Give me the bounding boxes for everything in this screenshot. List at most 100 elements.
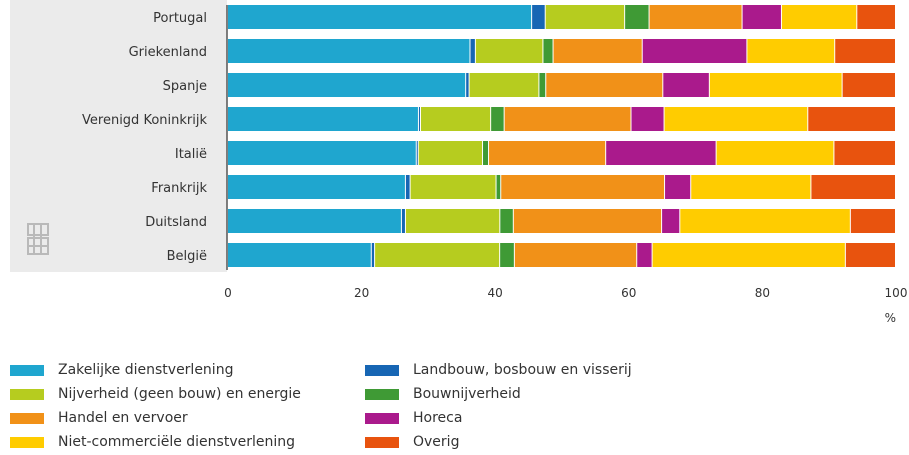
category-label-belgie: België bbox=[167, 249, 207, 264]
legend-label-nijverheid-geen-bouw-en-energie: Nijverheid (geen bouw) en energie bbox=[58, 386, 301, 402]
legend-swatch-nijverheid-geen-bouw-en-energie bbox=[10, 388, 44, 400]
legend-label-zakelijke-dienstverlening: Zakelijke dienstverlening bbox=[58, 362, 234, 378]
bar-segment-frankrijk-handel-en-vervoer bbox=[501, 175, 665, 199]
bar-segment-verenigd-koninkrijk-nijverheid-geen-bouw-en-energie bbox=[420, 107, 491, 131]
bar-segment-portugal-nijverheid-geen-bouw-en-energie bbox=[545, 5, 625, 29]
legend-label-handel-en-vervoer: Handel en vervoer bbox=[58, 410, 188, 426]
bar-segment-portugal-horeca bbox=[742, 5, 781, 29]
bar-segment-verenigd-koninkrijk-zakelijke-dienstverlening bbox=[228, 107, 418, 131]
bar-segment-frankrijk-nijverheid-geen-bouw-en-energie bbox=[410, 175, 496, 199]
bar-segment-belgie-bouwnijverheid bbox=[500, 243, 514, 267]
bar-segment-belgie-landbouw-bosbouw-en-visserij bbox=[371, 243, 375, 267]
bar-segment-portugal-zakelijke-dienstverlening bbox=[228, 5, 532, 29]
bar-segment-italie-overig bbox=[834, 141, 895, 165]
bar-segment-frankrijk-bouwnijverheid bbox=[496, 175, 501, 199]
category-label-portugal: Portugal bbox=[153, 11, 207, 26]
legend-label-horeca: Horeca bbox=[413, 410, 463, 426]
bar-segment-griekenland-zakelijke-dienstverlening bbox=[228, 39, 470, 63]
category-label-duitsland: Duitsland bbox=[145, 215, 207, 230]
bar-segment-belgie-horeca bbox=[637, 243, 652, 267]
bar-segment-belgie-nijverheid-geen-bouw-en-energie bbox=[375, 243, 500, 267]
x-tick-label-60: 60 bbox=[621, 286, 636, 300]
category-panel-background bbox=[10, 0, 227, 272]
bar-segment-griekenland-nijverheid-geen-bouw-en-energie bbox=[475, 39, 543, 63]
bar-segment-griekenland-landbouw-bosbouw-en-visserij bbox=[470, 39, 475, 63]
bar-segment-verenigd-koninkrijk-niet-commerciele-dienstverlening bbox=[664, 107, 808, 131]
legend-swatch-overig bbox=[365, 436, 399, 448]
bar-segment-portugal-landbouw-bosbouw-en-visserij bbox=[532, 5, 545, 29]
bar-segment-duitsland-bouwnijverheid bbox=[500, 209, 513, 233]
bar-segment-duitsland-landbouw-bosbouw-en-visserij bbox=[401, 209, 405, 233]
legend-swatch-horeca bbox=[365, 412, 399, 424]
bar-segment-portugal-niet-commerciele-dienstverlening bbox=[781, 5, 857, 29]
legend-swatch-handel-en-vervoer bbox=[10, 412, 44, 424]
x-tick-label-0: 0 bbox=[224, 286, 232, 300]
bar-segment-spanje-zakelijke-dienstverlening bbox=[228, 73, 466, 97]
bar-segment-frankrijk-overig bbox=[811, 175, 895, 199]
bar-segment-griekenland-handel-en-vervoer bbox=[553, 39, 642, 63]
x-tick-label-40: 40 bbox=[488, 286, 503, 300]
bar-segment-frankrijk-horeca bbox=[665, 175, 691, 199]
bar-segment-italie-bouwnijverheid bbox=[483, 141, 489, 165]
legend-swatch-zakelijke-dienstverlening bbox=[10, 364, 44, 376]
bar-segment-spanje-bouwnijverheid bbox=[539, 73, 546, 97]
legend-label-bouwnijverheid: Bouwnijverheid bbox=[413, 386, 521, 402]
bar-segment-italie-handel-en-vervoer bbox=[489, 141, 606, 165]
bar-segment-portugal-overig bbox=[857, 5, 895, 29]
bar-segment-italie-horeca bbox=[606, 141, 716, 165]
legend-swatch-bouwnijverheid bbox=[365, 388, 399, 400]
legend-item-bouwnijverheid: Bouwnijverheid bbox=[365, 384, 521, 404]
legend-label-niet-commerciele-dienstverlening: Niet-commerciële dienstverlening bbox=[58, 434, 295, 450]
bar-segment-spanje-niet-commerciele-dienstverlening bbox=[709, 73, 842, 97]
x-tick-label-100: 100 bbox=[885, 286, 908, 300]
bar-segment-portugal-bouwnijverheid bbox=[625, 5, 649, 29]
bar-segment-duitsland-horeca bbox=[662, 209, 680, 233]
x-tick-label-80: 80 bbox=[755, 286, 770, 300]
bar-segment-italie-niet-commerciele-dienstverlening bbox=[716, 141, 834, 165]
legend-item-handel-en-vervoer: Handel en vervoer bbox=[10, 408, 188, 428]
bar-segment-griekenland-overig bbox=[835, 39, 895, 63]
bar-segment-italie-zakelijke-dienstverlening bbox=[228, 141, 416, 165]
bar-segment-spanje-overig bbox=[842, 73, 895, 97]
bar-segment-belgie-overig bbox=[845, 243, 895, 267]
bar-segment-frankrijk-niet-commerciele-dienstverlening bbox=[691, 175, 811, 199]
x-axis-unit-label: % bbox=[885, 311, 896, 325]
category-label-verenigd-koninkrijk: Verenigd Koninkrijk bbox=[82, 113, 207, 128]
bar-segment-duitsland-nijverheid-geen-bouw-en-energie bbox=[405, 209, 500, 233]
category-labels: Portugal Griekenland Spanje Verenigd Konink… bbox=[82, 11, 207, 264]
cbs-logo-icon bbox=[27, 223, 49, 255]
category-label-frankrijk: Frankrijk bbox=[151, 181, 207, 196]
bar-segment-portugal-handel-en-vervoer bbox=[649, 5, 742, 29]
legend-item-niet-commerciele-dienstverlening: Niet-commerciële dienstverlening bbox=[10, 432, 295, 452]
bar-segment-verenigd-koninkrijk-landbouw-bosbouw-en-visserij bbox=[418, 107, 420, 131]
bar-segment-spanje-handel-en-vervoer bbox=[546, 73, 663, 97]
bar-segment-griekenland-horeca bbox=[642, 39, 747, 63]
category-label-griekenland: Griekenland bbox=[129, 45, 207, 60]
bar-segment-spanje-horeca bbox=[663, 73, 709, 97]
bar-segment-duitsland-niet-commerciele-dienstverlening bbox=[680, 209, 850, 233]
x-axis-ticks: 0 20 40 60 80 100 bbox=[224, 286, 907, 300]
bar-segment-duitsland-handel-en-vervoer bbox=[513, 209, 662, 233]
legend-item-nijverheid-geen-bouw-en-energie: Nijverheid (geen bouw) en energie bbox=[10, 384, 301, 404]
bar-segment-verenigd-koninkrijk-overig bbox=[808, 107, 895, 131]
legend-label-landbouw-bosbouw-en-visserij: Landbouw, bosbouw en visserij bbox=[413, 362, 632, 378]
bar-segment-belgie-zakelijke-dienstverlening bbox=[228, 243, 371, 267]
chart-plot: Portugal Griekenland Spanje Verenigd Konink… bbox=[10, 0, 907, 325]
bar-segment-frankrijk-landbouw-bosbouw-en-visserij bbox=[405, 175, 410, 199]
legend-item-horeca: Horeca bbox=[365, 408, 462, 428]
bar-segment-belgie-handel-en-vervoer bbox=[514, 243, 637, 267]
x-tick-label-20: 20 bbox=[354, 286, 369, 300]
legend-item-zakelijke-dienstverlening: Zakelijke dienstverlening bbox=[10, 360, 233, 380]
legend-swatch-niet-commerciele-dienstverlening bbox=[10, 436, 44, 448]
bar-segment-verenigd-koninkrijk-horeca bbox=[631, 107, 664, 131]
bar-segment-verenigd-koninkrijk-handel-en-vervoer bbox=[504, 107, 631, 131]
bar-segment-spanje-landbouw-bosbouw-en-visserij bbox=[466, 73, 469, 97]
legend-label-overig: Overig bbox=[413, 434, 460, 450]
legend-swatch-landbouw-bosbouw-en-visserij bbox=[365, 364, 399, 376]
bar-segment-griekenland-niet-commerciele-dienstverlening bbox=[747, 39, 835, 63]
bar-segment-spanje-nijverheid-geen-bouw-en-energie bbox=[469, 73, 539, 97]
bar-segment-verenigd-koninkrijk-bouwnijverheid bbox=[491, 107, 504, 131]
bar-segment-italie-landbouw-bosbouw-en-visserij bbox=[416, 141, 418, 165]
chart-legend: Zakelijke dienstverlening Nijverheid (gee… bbox=[10, 360, 909, 455]
